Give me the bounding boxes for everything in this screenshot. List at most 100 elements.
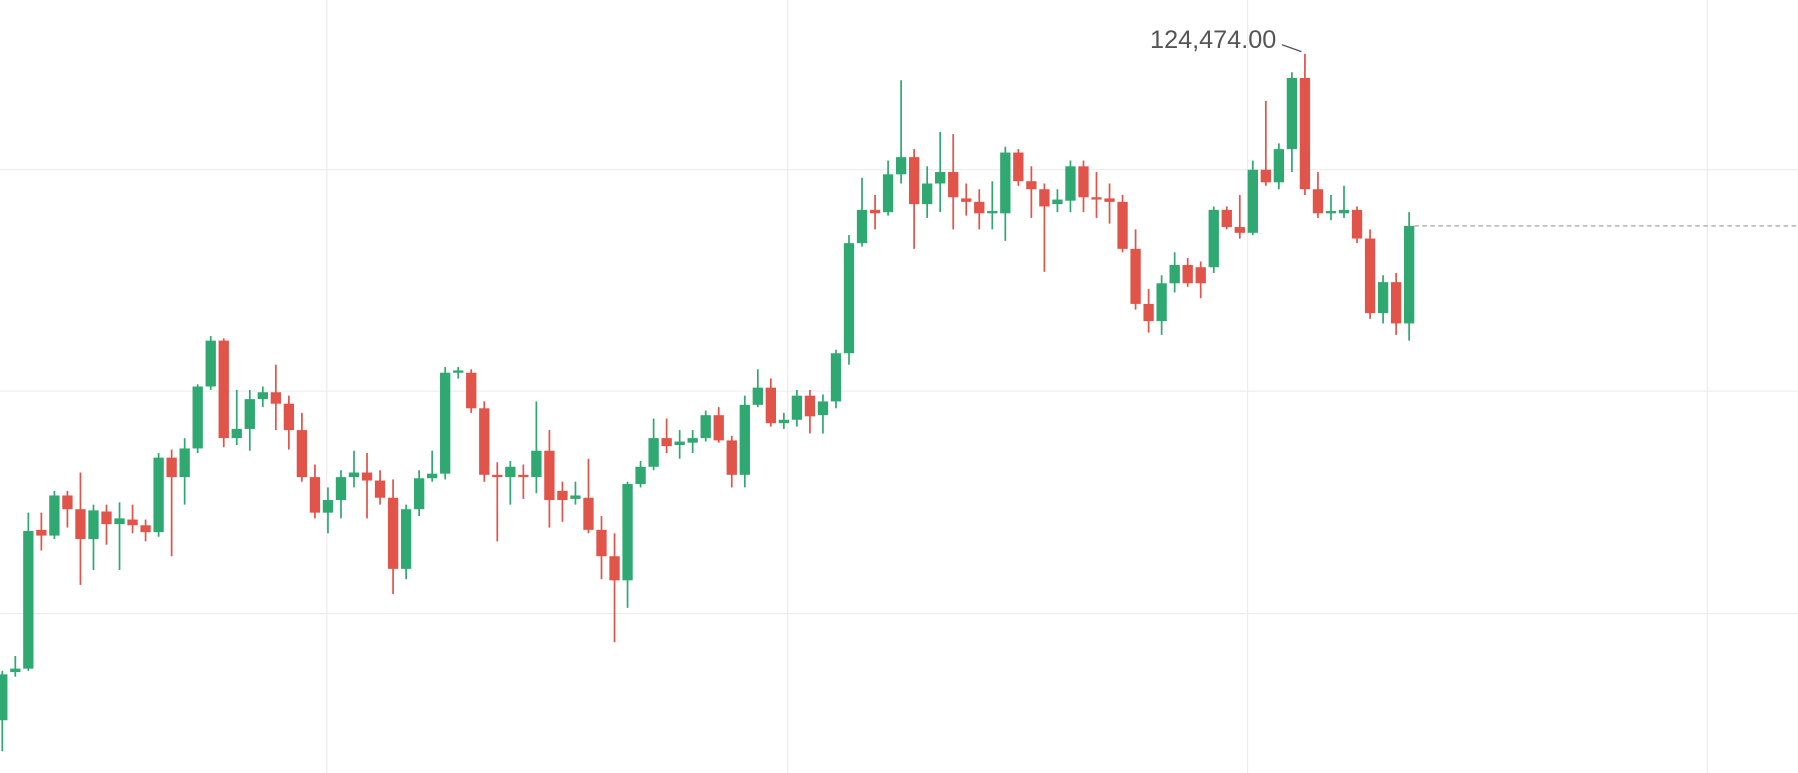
- candle-body: [1273, 149, 1285, 183]
- candle-body: [1234, 227, 1245, 233]
- candle-body: [726, 440, 737, 475]
- candle-body: [440, 372, 451, 474]
- candle-body: [1299, 77, 1311, 190]
- candle-body: [752, 387, 763, 405]
- candle-body: [1039, 189, 1050, 207]
- candle-body: [804, 395, 816, 417]
- candle-body: [531, 450, 542, 478]
- candle-body: [583, 497, 594, 530]
- candle-body: [1052, 199, 1063, 205]
- candle-body: [1364, 238, 1376, 314]
- candle-body: [257, 392, 268, 400]
- candle-body: [413, 478, 425, 510]
- candle-body: [400, 509, 412, 569]
- candle-body: [127, 519, 138, 526]
- candle-body: [114, 518, 125, 525]
- candle-body: [1195, 267, 1206, 284]
- candle-body: [1182, 264, 1193, 284]
- candle-body: [674, 441, 685, 445]
- candle-body: [856, 209, 868, 244]
- candle-body: [49, 495, 60, 536]
- candle-body: [322, 500, 334, 513]
- candle-body: [1247, 169, 1258, 233]
- candle-body: [283, 403, 295, 431]
- candle-body: [88, 510, 99, 540]
- candle-body: [140, 525, 151, 533]
- candle-body: [1013, 152, 1024, 182]
- candle-body: [1325, 211, 1337, 214]
- candle-body: [869, 209, 881, 214]
- candle-body: [922, 183, 933, 205]
- candle-body: [1312, 189, 1324, 214]
- candle-body: [1260, 169, 1272, 183]
- candle-body: [387, 497, 399, 569]
- candle-body: [895, 157, 907, 175]
- candle-body: [830, 353, 842, 402]
- candle-body: [427, 473, 438, 479]
- candle-body: [544, 450, 555, 501]
- time-grid: [326, 0, 1708, 773]
- candle-body: [1169, 264, 1180, 284]
- candle-body: [10, 668, 21, 673]
- candle-body: [661, 438, 672, 447]
- candle-body: [231, 428, 242, 439]
- candle-body: [1117, 201, 1128, 249]
- candle-body: [596, 529, 607, 557]
- candle-body: [609, 556, 620, 581]
- candle-body: [1078, 166, 1089, 198]
- candle-body: [974, 201, 985, 214]
- candle-body: [713, 415, 724, 441]
- candle-body: [1286, 77, 1298, 150]
- candle-body: [166, 457, 177, 478]
- candle-body: [908, 157, 920, 205]
- candle-body: [987, 211, 998, 214]
- candle-body: [765, 387, 777, 424]
- candle-body: [1156, 283, 1167, 322]
- candle-body: [36, 529, 47, 536]
- candle-body: [1377, 282, 1389, 314]
- candle-body: [270, 392, 282, 404]
- candle-body: [101, 511, 112, 525]
- candle-body: [479, 408, 490, 475]
- candle-body: [635, 466, 646, 484]
- candle-body: [348, 472, 360, 478]
- candle-body: [935, 172, 946, 184]
- candle-body: [218, 340, 229, 439]
- candle-body: [505, 466, 516, 478]
- candle-body: [791, 395, 803, 420]
- candle-body: [518, 474, 529, 478]
- candle-body: [948, 172, 959, 198]
- candle-body: [153, 457, 164, 533]
- candle-body: [882, 174, 894, 213]
- candle-body: [244, 399, 255, 429]
- candle-body: [335, 477, 347, 501]
- candle-body: [1091, 197, 1102, 200]
- candle-body: [0, 674, 8, 721]
- candle-body: [205, 340, 216, 387]
- candle-body: [817, 401, 829, 416]
- candle-body: [1390, 282, 1402, 324]
- candle-body: [1221, 209, 1232, 228]
- candle-body: [739, 404, 750, 475]
- candle-body: [648, 438, 659, 467]
- candle-body: [1403, 225, 1415, 324]
- candle-body: [75, 509, 86, 540]
- candle-body: [1338, 209, 1350, 214]
- candle-body: [843, 243, 855, 354]
- candle-body: [1065, 166, 1076, 201]
- candle-body: [570, 495, 581, 499]
- candle-body: [1143, 303, 1154, 322]
- candle-body: [374, 480, 386, 498]
- candle-body: [961, 198, 972, 202]
- high-annotation: 124,474.00: [1150, 26, 1276, 54]
- candle-body: [23, 531, 34, 669]
- candle-body: [1130, 248, 1141, 304]
- candle-body: [1351, 209, 1363, 239]
- high-annotation-connector: [1281, 44, 1302, 53]
- candle-body: [192, 386, 203, 449]
- candle-body: [453, 370, 464, 373]
- candle-body: [1104, 198, 1115, 202]
- candle-body: [466, 372, 477, 409]
